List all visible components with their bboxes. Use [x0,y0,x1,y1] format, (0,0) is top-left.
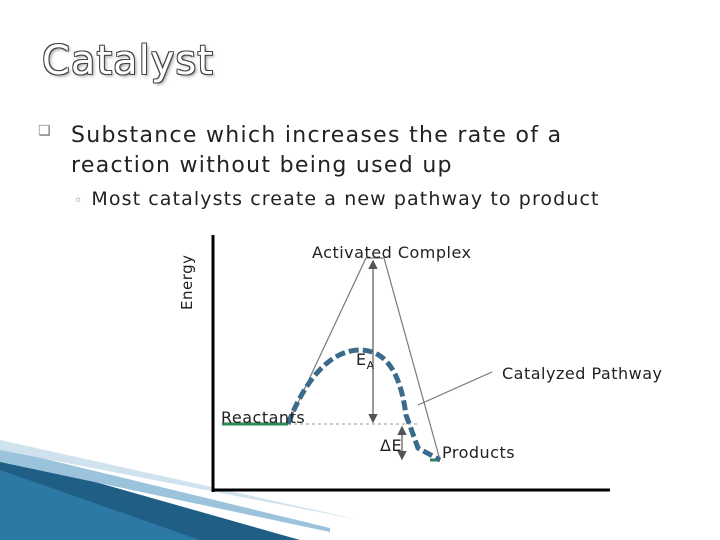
sub-bullet-marker-icon: ◦ [74,193,84,209]
y-axis-label: Energy [178,254,196,310]
ea-subscript: A [366,359,375,373]
catalyzed-pathway-label: Catalyzed Pathway [502,364,663,383]
activation-energy-label: EA [356,350,375,372]
ea-symbol: E [356,350,367,369]
activated-complex-label: Activated Complex [312,243,472,262]
bullet-main: Substance which increases the rate of a … [38,121,678,181]
bullet-marker-icon: ❏ [38,123,51,139]
bullet-sub-text: Most catalysts create a new pathway to p… [91,188,600,210]
bullet-main-line-2: reaction without being used up [71,153,453,178]
bullet-sub: ◦ Most catalysts create a new pathway to … [74,188,600,210]
slide-title: Catalyst [42,38,214,84]
bullet-main-line-1: Substance which increases the rate of a [71,123,563,148]
uncatalyzed-pathway [287,257,441,461]
products-label: Products [442,443,516,462]
catalyzed-pointer-line [417,371,493,406]
reactants-label: Reactants [221,408,306,427]
delta-e-label: ΔE [380,436,403,455]
catalyzed-pathway [285,347,442,463]
